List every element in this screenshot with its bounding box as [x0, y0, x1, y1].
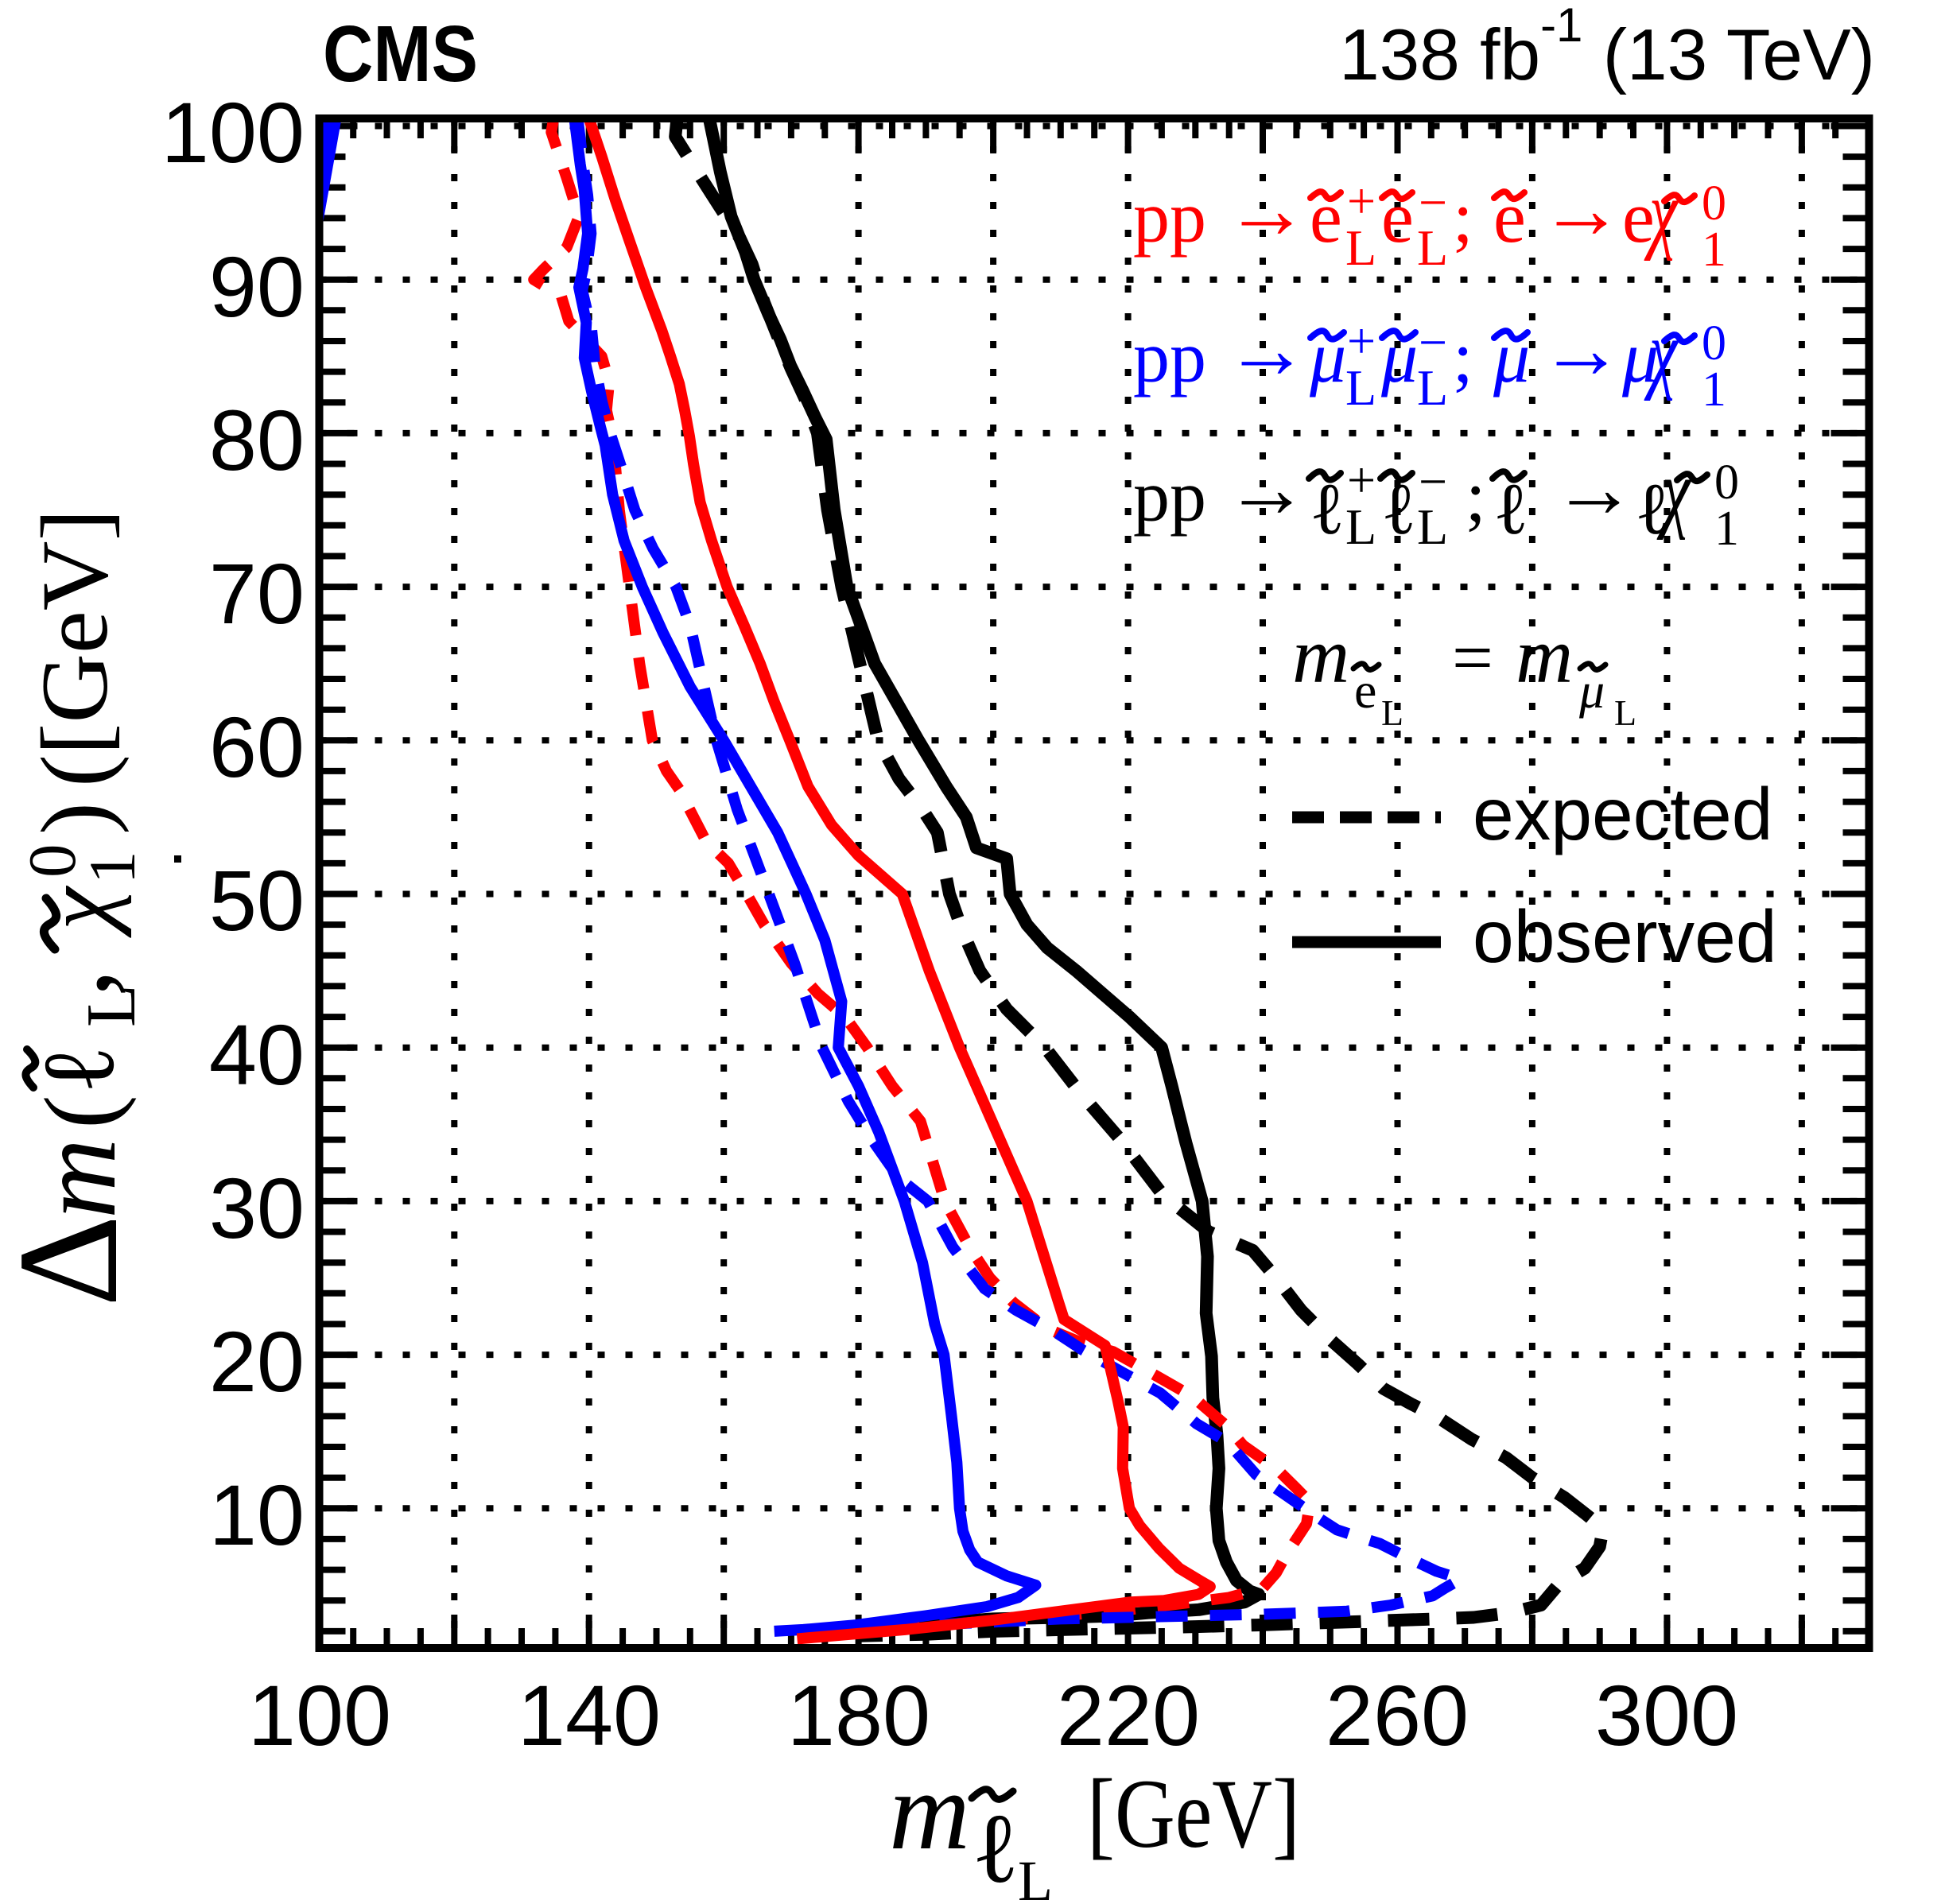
svg-text:L: L	[1345, 498, 1376, 555]
svg-text:m: m	[16, 1138, 139, 1219]
svg-text:[GeV]: [GeV]	[21, 509, 127, 755]
svg-text:χ: χ	[1656, 442, 1691, 541]
svg-text:→: →	[1225, 303, 1309, 396]
svg-text:0: 0	[1702, 316, 1726, 370]
svg-text:,: ,	[10, 969, 133, 997]
svg-text:μ: μ	[1380, 316, 1418, 397]
svg-text:L: L	[1417, 498, 1448, 555]
svg-text:→: →	[1225, 442, 1309, 535]
svg-text:40: 40	[209, 1006, 305, 1103]
svg-text:L: L	[73, 984, 150, 1027]
svg-text:100: 100	[248, 1667, 391, 1763]
svg-text:1: 1	[76, 851, 149, 885]
svg-text:;: ;	[1466, 456, 1486, 537]
svg-text:m: m	[889, 1749, 970, 1873]
svg-text:Δ: Δ	[0, 1215, 147, 1307]
svg-text:χ: χ	[1644, 303, 1679, 401]
svg-text:180: 180	[787, 1667, 930, 1763]
svg-text:m: m	[1516, 611, 1573, 700]
svg-text:pp: pp	[1133, 456, 1206, 537]
svg-text:300: 300	[1595, 1667, 1738, 1763]
svg-text:e: e	[1381, 176, 1414, 258]
svg-text:ℓ: ℓ	[22, 1045, 135, 1094]
svg-text:20: 20	[209, 1313, 305, 1410]
svg-text:ℓ: ℓ	[1635, 468, 1670, 549]
svg-text:→: →	[1552, 442, 1636, 535]
svg-text:L: L	[1614, 692, 1636, 733]
svg-text:L: L	[1345, 359, 1376, 416]
svg-text:0: 0	[1702, 176, 1726, 231]
svg-text:e: e	[1493, 176, 1526, 258]
svg-text:100: 100	[161, 84, 305, 180]
svg-text:+: +	[1347, 312, 1376, 369]
svg-text:140: 140	[518, 1667, 661, 1763]
svg-text:=: =	[1452, 617, 1493, 698]
svg-text:L: L	[1018, 1849, 1053, 1904]
svg-text:−: −	[1419, 314, 1447, 370]
svg-text:1: 1	[1702, 363, 1726, 417]
svg-text:70: 70	[209, 545, 305, 642]
svg-text:1: 1	[1714, 502, 1739, 556]
svg-text:;: ;	[1453, 316, 1473, 397]
svg-text:+: +	[1347, 173, 1376, 229]
svg-text:−: −	[1419, 453, 1447, 510]
svg-text:;: ;	[1453, 176, 1473, 258]
svg-text:1: 1	[1702, 223, 1726, 277]
svg-text:e: e	[1310, 176, 1342, 258]
svg-text:138 fb-1 (13 TeV): 138 fb-1 (13 TeV)	[1339, 0, 1875, 95]
svg-text:ℓ: ℓ	[972, 1794, 1019, 1904]
svg-text:→: →	[1539, 163, 1624, 256]
svg-text:30: 30	[209, 1160, 305, 1256]
svg-text:μ: μ	[1578, 662, 1605, 719]
svg-text:χ: χ	[1644, 163, 1679, 262]
svg-text:observed: observed	[1473, 895, 1777, 978]
svg-text:): )	[21, 802, 130, 835]
svg-text:[GeV]: [GeV]	[1087, 1759, 1300, 1868]
svg-text:10: 10	[209, 1467, 305, 1563]
svg-text:L: L	[1345, 219, 1376, 276]
svg-text:L: L	[1381, 692, 1403, 733]
svg-text:50: 50	[209, 852, 305, 948]
svg-text:μ: μ	[1493, 316, 1530, 397]
svg-text:260: 260	[1326, 1667, 1469, 1763]
svg-text:90: 90	[209, 238, 305, 335]
svg-text:→: →	[1225, 163, 1309, 256]
svg-text:0: 0	[1714, 456, 1739, 510]
svg-text:μ: μ	[1621, 316, 1659, 397]
svg-text:(: (	[21, 754, 130, 787]
svg-text:e: e	[1622, 176, 1655, 258]
svg-text:m: m	[1292, 611, 1349, 700]
svg-text:CMS: CMS	[323, 10, 478, 99]
svg-text:μ: μ	[1309, 316, 1346, 397]
svg-text:(: (	[24, 1095, 137, 1129]
svg-text:0: 0	[15, 844, 90, 878]
svg-text:L: L	[1417, 219, 1448, 276]
svg-text:→: →	[1539, 303, 1624, 396]
svg-text:expected: expected	[1473, 773, 1772, 855]
svg-text:+: +	[1347, 452, 1376, 508]
svg-text:220: 220	[1057, 1667, 1200, 1763]
svg-text:L: L	[1417, 359, 1448, 416]
svg-text:pp: pp	[1133, 316, 1206, 397]
svg-text:60: 60	[209, 699, 305, 795]
svg-text:80: 80	[209, 392, 305, 488]
svg-text:pp: pp	[1133, 176, 1206, 258]
svg-text:−: −	[1419, 174, 1447, 231]
